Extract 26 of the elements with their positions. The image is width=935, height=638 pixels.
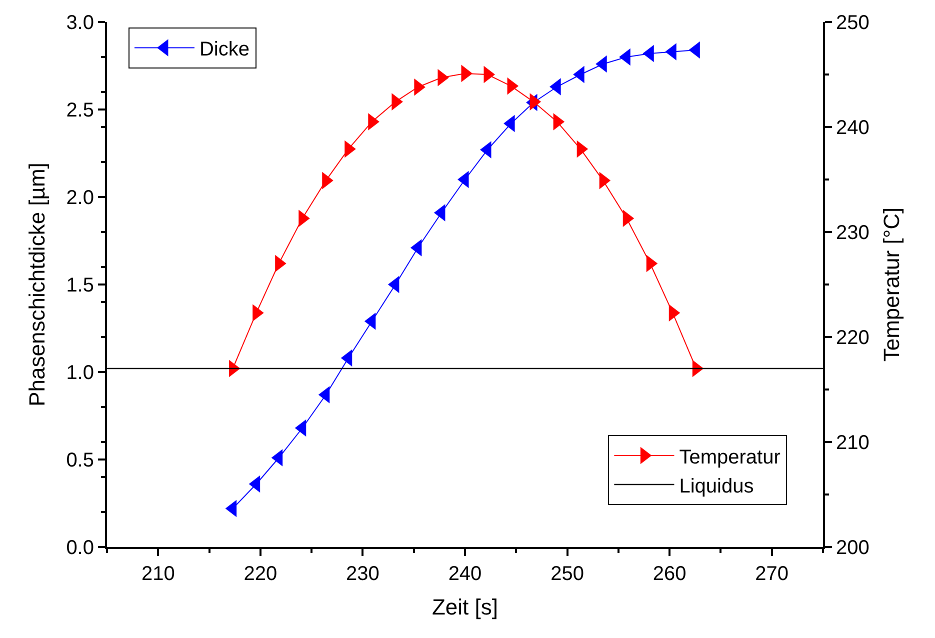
y-tick-label: 1.5 — [66, 274, 94, 296]
y-tick-label: 2.0 — [66, 187, 94, 209]
y2-tick-label: 220 — [836, 327, 870, 349]
y2-axis-title: Temperatur [°C] — [878, 207, 904, 362]
x-tick-label: 230 — [346, 563, 380, 585]
y-tick-label: 0.5 — [66, 450, 94, 472]
x-tick-label: 220 — [244, 563, 278, 585]
y2-tick-label: 210 — [836, 432, 870, 454]
y2-tick-label: 200 — [836, 537, 870, 559]
y-tick-label: 0.0 — [66, 537, 94, 559]
y2-tick-label: 240 — [836, 117, 870, 139]
legend-label: Temperatur — [679, 446, 781, 468]
x-tick-label: 270 — [755, 563, 789, 585]
x-tick-label: 250 — [550, 563, 584, 585]
x-tick-label: 210 — [141, 563, 175, 585]
y-tick-label: 2.5 — [66, 100, 94, 122]
y2-tick-label: 250 — [836, 12, 870, 34]
y-tick-label: 1.0 — [66, 362, 94, 384]
x-tick-label: 240 — [448, 563, 482, 585]
y-axis-title: Phasenschichtdicke [µm] — [24, 162, 50, 406]
legend-label: Dicke — [199, 38, 250, 61]
legend-label: Liquidus — [679, 475, 754, 498]
x-axis-title: Zeit [s] — [432, 594, 498, 620]
x-tick-label: 260 — [652, 563, 686, 585]
y-tick-label: 3.0 — [66, 12, 94, 34]
y2-tick-label: 230 — [836, 222, 870, 244]
